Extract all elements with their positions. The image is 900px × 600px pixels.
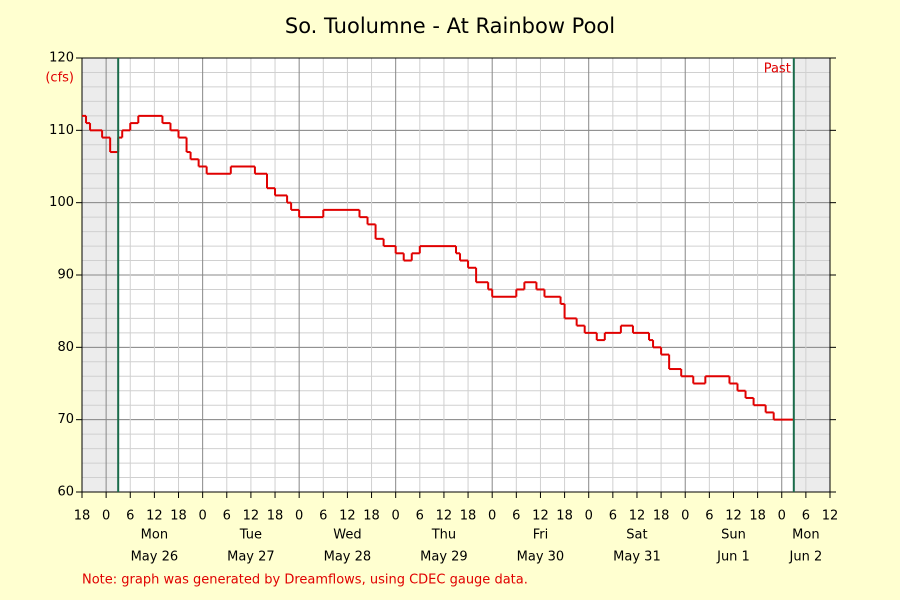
x-tick-label: 12 — [243, 509, 260, 524]
x-tick-label: 0 — [585, 509, 593, 524]
x-tick-label: 18 — [267, 509, 284, 524]
x-tick-label: 0 — [778, 509, 786, 524]
x-tick-label: 0 — [295, 509, 303, 524]
y-tick-label: 70 — [57, 412, 74, 427]
y-axis-label: (cfs) — [45, 71, 74, 86]
x-tick-label: 12 — [532, 509, 549, 524]
x-tick-label: 6 — [705, 509, 713, 524]
x-tick-label: 18 — [653, 509, 670, 524]
date-label: Jun 1 — [716, 550, 750, 565]
date-label: May 31 — [613, 550, 661, 565]
date-label: Jun 2 — [789, 550, 823, 565]
x-tick-label: 18 — [556, 509, 573, 524]
x-tick-label: 0 — [199, 509, 207, 524]
date-label: May 26 — [131, 550, 179, 565]
x-tick-label: 12 — [629, 509, 646, 524]
x-tick-label: 12 — [339, 509, 356, 524]
x-tick-label: 6 — [609, 509, 617, 524]
x-tick-label: 18 — [460, 509, 477, 524]
weekday-label: Tue — [239, 528, 262, 543]
y-tick-label: 90 — [57, 268, 74, 283]
x-tick-label: 12 — [822, 509, 839, 524]
date-label: May 30 — [517, 550, 565, 565]
y-tick-label: 110 — [49, 123, 74, 138]
x-tick-label: 0 — [102, 509, 110, 524]
date-label: May 28 — [324, 550, 372, 565]
date-label: May 29 — [420, 550, 468, 565]
x-tick-label: 18 — [74, 509, 91, 524]
x-tick-label: 6 — [416, 509, 424, 524]
y-tick-label: 60 — [57, 485, 74, 500]
weekday-label: Sun — [721, 528, 746, 543]
x-tick-label: 6 — [802, 509, 810, 524]
x-tick-label: 0 — [681, 509, 689, 524]
chart-title: So. Tuolumne - At Rainbow Pool — [285, 14, 615, 38]
x-tick-label: 0 — [488, 509, 496, 524]
weekday-label: Sat — [626, 528, 647, 543]
y-tick-label: 100 — [49, 195, 74, 210]
x-tick-label: 12 — [436, 509, 453, 524]
x-tick-label: 6 — [126, 509, 134, 524]
x-tick-label: 6 — [223, 509, 231, 524]
y-tick-label: 120 — [49, 51, 74, 66]
x-tick-label: 18 — [363, 509, 380, 524]
y-tick-label: 80 — [57, 340, 74, 355]
x-tick-label: 6 — [319, 509, 327, 524]
x-tick-label: 12 — [725, 509, 742, 524]
x-tick-label: 6 — [512, 509, 520, 524]
x-tick-label: 18 — [170, 509, 187, 524]
weekday-label: Fri — [533, 528, 549, 543]
plot-frame — [81, 57, 831, 493]
note: Note: graph was generated by Dreamflows,… — [82, 573, 528, 588]
window-label: Past — [764, 62, 791, 77]
weekday-label: Thu — [431, 528, 456, 543]
weekday-label: Mon — [141, 528, 168, 543]
weekday-label: Wed — [333, 528, 361, 543]
x-tick-label: 0 — [392, 509, 400, 524]
date-label: May 27 — [227, 550, 275, 565]
x-tick-label: 12 — [146, 509, 163, 524]
weekday-label: Mon — [792, 528, 819, 543]
x-tick-label: 18 — [749, 509, 766, 524]
